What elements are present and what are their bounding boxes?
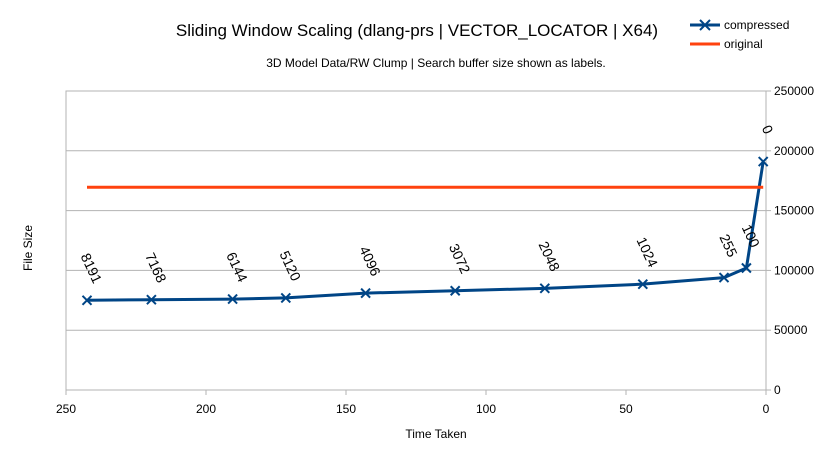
- x-tick-label-5: 0: [763, 402, 770, 416]
- y-tick-label-5: 250000: [774, 84, 814, 98]
- data-label-3: 5120: [276, 248, 304, 283]
- y-tick-label-1: 50000: [774, 323, 808, 337]
- y-axis-ticks: 0 50000 100000 150000 200000 250000: [766, 84, 814, 397]
- y-tick-label-0: 0: [774, 383, 781, 397]
- data-label-0: 8191: [78, 251, 106, 286]
- legend-item-original: original: [690, 37, 763, 51]
- data-label-5: 3072: [446, 241, 474, 276]
- data-label-8: 255: [716, 231, 740, 259]
- legend-label-original: original: [724, 37, 763, 51]
- data-label-1: 7168: [142, 250, 170, 285]
- x-axis-label: Time Taken: [405, 427, 466, 441]
- point-compressed-9: [741, 262, 752, 274]
- chart-title: Sliding Window Scaling (dlang-prs | VECT…: [176, 21, 658, 40]
- x-tick-label-2: 150: [336, 402, 356, 416]
- data-label-6: 2048: [535, 239, 563, 274]
- x-tick-label-4: 50: [619, 402, 633, 416]
- y-tick-label-3: 150000: [774, 204, 814, 218]
- point-compressed-1: [146, 294, 157, 305]
- legend-item-compressed: compressed: [690, 18, 789, 32]
- data-label-4: 4096: [356, 244, 384, 279]
- series-line-compressed: [86, 161, 765, 302]
- data-label-9: 100: [739, 222, 763, 250]
- point-compressed-4: [360, 287, 371, 299]
- point-compressed-10: [757, 156, 769, 167]
- legend: compressed original: [690, 18, 789, 51]
- data-label-2: 6144: [223, 249, 251, 284]
- plot-frame: [65, 90, 767, 391]
- x-tick-label-0: 250: [56, 402, 76, 416]
- legend-label-compressed: compressed: [724, 18, 789, 32]
- chart-subtitle: 3D Model Data/RW Clump | Search buffer s…: [266, 56, 606, 70]
- point-compressed-8: [718, 272, 730, 283]
- data-label-10: 0: [759, 123, 777, 137]
- point-compressed-3: [280, 292, 292, 304]
- x-tick-label-1: 200: [196, 402, 216, 416]
- y-axis-label: File Size: [21, 225, 35, 271]
- y-tick-label-4: 200000: [774, 144, 814, 158]
- data-label-7: 1024: [633, 235, 661, 270]
- point-compressed-5: [449, 285, 461, 296]
- y-tick-label-2: 100000: [774, 263, 814, 277]
- x-tick-label-3: 100: [476, 402, 496, 416]
- x-axis-ticks: 250 200 150 100 50 0: [56, 390, 770, 416]
- legend-marker-x-icon: [699, 19, 711, 31]
- series-layer: [81, 156, 769, 306]
- point-compressed-7: [637, 278, 649, 290]
- point-compressed-0: [81, 295, 93, 306]
- point-compressed-2: [227, 293, 238, 305]
- point-compressed-6: [539, 283, 551, 294]
- gridlines: [66, 90, 766, 391]
